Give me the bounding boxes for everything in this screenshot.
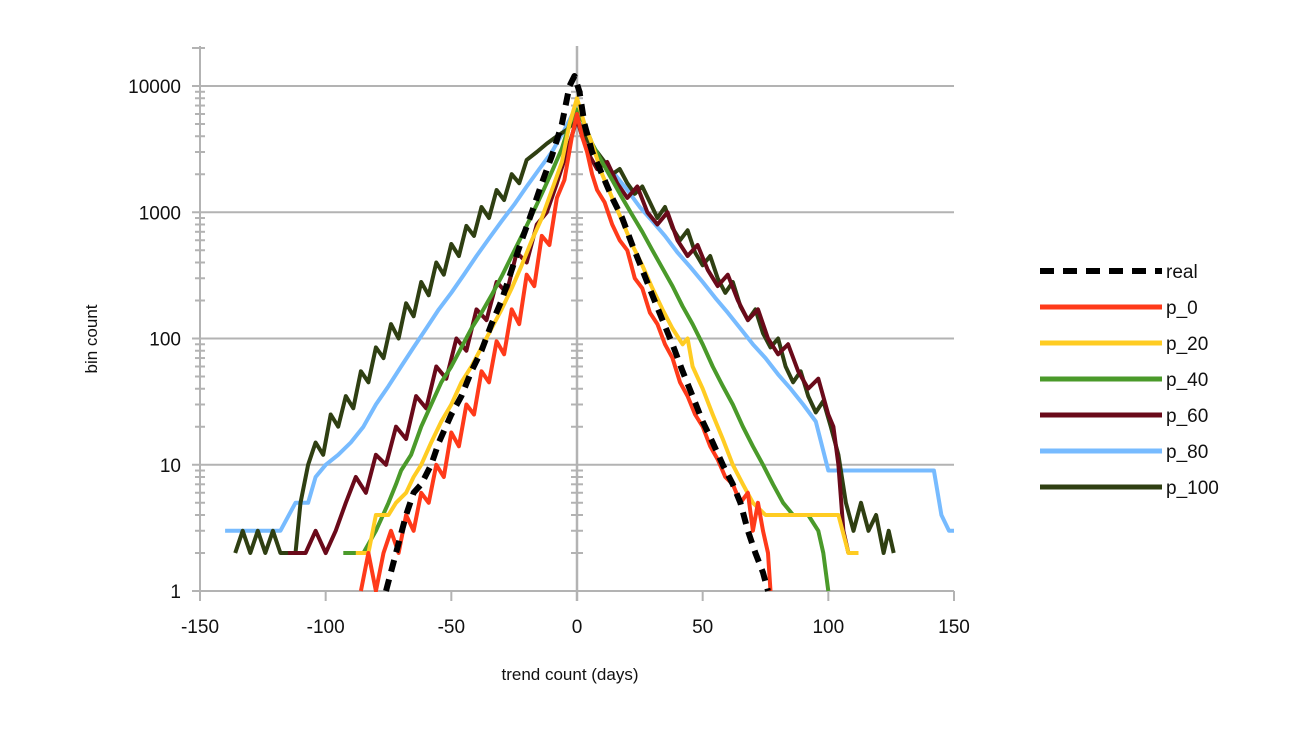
tick-labels: 1 10 100 1000 10000 -150 -100 -50 0 50 100 150 xyxy=(128,77,970,638)
legend: real p_0 p_20 p_40 p_60 p_80 p_100 xyxy=(1040,262,1219,499)
x-tick-label: 0 xyxy=(572,617,583,638)
axes xyxy=(192,46,955,601)
legend-label-p_100: p_100 xyxy=(1166,478,1219,499)
y-tick-label: 10 xyxy=(160,456,181,477)
y-axis-title: bin count xyxy=(82,304,101,373)
legend-label-p_0: p_0 xyxy=(1166,298,1198,319)
series-line-p_0 xyxy=(358,112,773,592)
x-tick-label: -150 xyxy=(181,617,219,638)
x-tick-label: 150 xyxy=(938,617,970,638)
y-tick-label: 100 xyxy=(149,330,181,351)
legend-label-p_40: p_40 xyxy=(1166,370,1208,391)
x-axis-title: trend count (days) xyxy=(501,665,638,684)
y-tick-label: 1 xyxy=(170,582,181,603)
y-tick-label: 1000 xyxy=(139,203,181,224)
y-tick-label: 10000 xyxy=(128,77,181,98)
series-line-real xyxy=(383,73,771,592)
plot-area xyxy=(225,73,954,592)
x-tick-label: 50 xyxy=(692,617,713,638)
legend-label-real: real xyxy=(1166,262,1198,283)
x-tick-label: -100 xyxy=(307,617,345,638)
x-tick-label: 100 xyxy=(812,617,844,638)
x-tick-label: -50 xyxy=(438,617,465,638)
legend-label-p_20: p_20 xyxy=(1166,334,1208,355)
legend-label-p_60: p_60 xyxy=(1166,406,1208,427)
legend-label-p_80: p_80 xyxy=(1166,442,1208,463)
